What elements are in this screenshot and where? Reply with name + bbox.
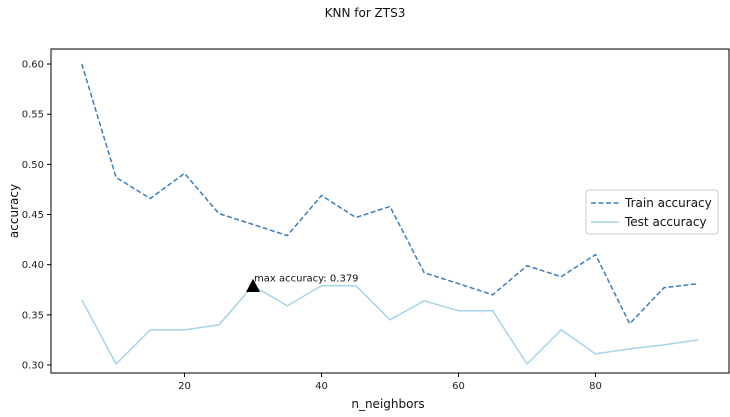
y-axis-label: accuracy — [7, 184, 21, 238]
legend-box — [585, 189, 719, 235]
x-axis: 20 40 60 80 — [178, 373, 602, 392]
test-accuracy-point — [594, 353, 596, 355]
train-accuracy-point — [218, 212, 220, 214]
max-accuracy-marker — [246, 278, 261, 293]
test-accuracy-point — [628, 348, 630, 350]
test-accuracy-point — [320, 285, 322, 287]
test-accuracy-point — [183, 329, 185, 331]
test-accuracy-point — [423, 300, 425, 302]
test-accuracy-point — [697, 339, 699, 341]
y-tick-label: 0.60 — [22, 60, 44, 71]
series-layer — [81, 63, 699, 366]
train-accuracy-point — [320, 194, 322, 196]
x-tick-label: 40 — [315, 381, 328, 392]
train-accuracy-point — [115, 176, 117, 178]
train-accuracy-point — [526, 264, 528, 266]
train-accuracy-line — [81, 63, 699, 326]
test-accuracy-point — [355, 285, 357, 287]
train-accuracy-point — [663, 287, 665, 289]
test-accuracy-point — [663, 344, 665, 346]
x-tick-label: 20 — [178, 381, 191, 392]
max-accuracy-label: max accuracy: 0.379 — [254, 274, 359, 285]
train-accuracy-point — [355, 216, 357, 218]
train-accuracy-point — [149, 197, 151, 199]
test-accuracy-point — [457, 310, 459, 312]
y-tick-label: 0.45 — [22, 210, 44, 221]
test-accuracy-point — [286, 305, 288, 307]
train-accuracy-point — [81, 63, 83, 65]
annotation: max accuracy: 0.379 — [246, 274, 359, 293]
train-accuracy-point — [286, 234, 288, 236]
train-accuracy-point — [628, 323, 630, 325]
y-tick-label: 0.50 — [22, 160, 44, 171]
train-accuracy-point — [423, 271, 425, 273]
y-tick-label: 0.55 — [22, 110, 44, 121]
train-accuracy-point — [389, 205, 391, 207]
test-accuracy-point — [560, 329, 562, 331]
train-accuracy-point — [594, 253, 596, 255]
x-tick-label: 60 — [452, 381, 465, 392]
chart-title: KNN for ZTS3 — [325, 6, 406, 20]
test-accuracy-point — [81, 299, 83, 301]
x-tick-label: 80 — [589, 381, 602, 392]
test-accuracy-point — [492, 310, 494, 312]
y-axis: 0.30 0.35 0.40 0.45 0.50 0.55 0.60 — [22, 60, 51, 371]
test-accuracy-point — [115, 363, 117, 365]
train-accuracy-point — [457, 283, 459, 285]
train-accuracy-point — [183, 172, 185, 174]
y-tick-label: 0.40 — [22, 260, 44, 271]
legend: Train accuracy Test accuracy — [585, 189, 719, 235]
test-accuracy-line — [81, 284, 699, 366]
train-accuracy-point — [697, 283, 699, 285]
test-accuracy-point — [149, 329, 151, 331]
y-tick-label: 0.35 — [22, 310, 44, 321]
test-accuracy-point — [218, 324, 220, 326]
train-accuracy-legend-label: Train accuracy — [624, 196, 712, 210]
train-accuracy-point — [252, 223, 254, 225]
test-accuracy-point — [389, 319, 391, 321]
y-tick-label: 0.30 — [22, 360, 44, 371]
train-accuracy-point — [492, 294, 494, 296]
test-accuracy-legend-label: Test accuracy — [624, 215, 707, 229]
test-accuracy-point — [526, 363, 528, 365]
train-accuracy-point — [560, 276, 562, 278]
x-axis-label: n_neighbors — [351, 397, 424, 411]
